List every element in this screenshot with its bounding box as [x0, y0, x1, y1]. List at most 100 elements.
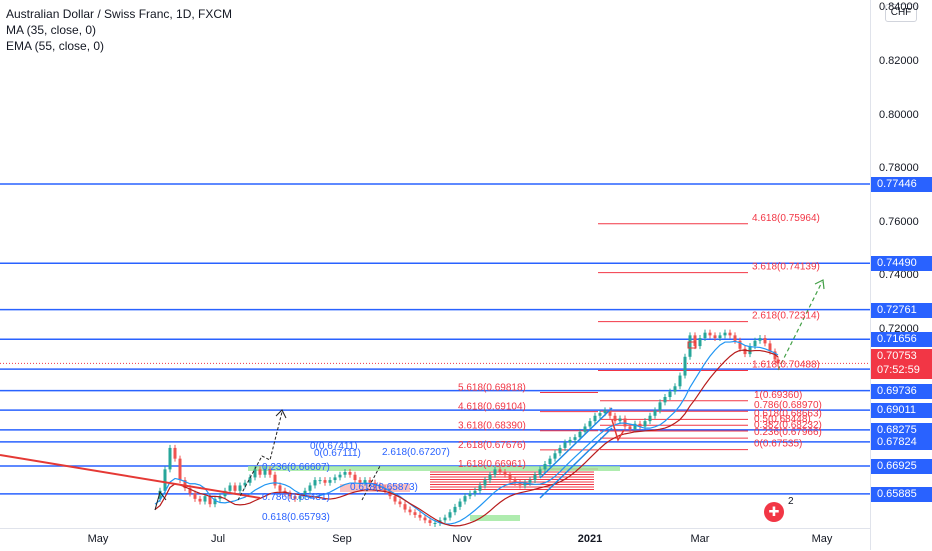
fib-level-label: 2.618(0.72314) — [752, 311, 820, 322]
candle-body — [728, 332, 732, 336]
arrow-head-icon — [275, 409, 287, 419]
candle-body — [163, 469, 167, 491]
candle-body — [633, 423, 637, 430]
candle-body — [538, 469, 542, 475]
candle-body — [703, 332, 707, 339]
projection-arrow[interactable] — [361, 465, 381, 501]
candle-body — [393, 496, 397, 502]
swiss-flag-icon: ✚ — [768, 504, 780, 519]
candle-body — [273, 474, 277, 486]
candle-body — [618, 418, 622, 422]
hline-price-badge: 0.69011 — [871, 403, 932, 419]
candle-body — [418, 514, 422, 518]
candle-body — [328, 480, 332, 483]
candle-body — [513, 480, 517, 483]
fib-level-label: 1(0.69360) — [754, 390, 802, 401]
candle-body — [333, 477, 337, 481]
candle-body — [343, 472, 347, 475]
zone-highlight[interactable] — [248, 466, 620, 471]
candle-body — [578, 431, 582, 438]
candle-body — [776, 359, 780, 364]
fib-level-label: 1.618(0.70488) — [752, 360, 820, 371]
fib-level-label: 5.618(0.69818) — [458, 382, 526, 393]
channel-line[interactable] — [539, 407, 613, 479]
chart-pane[interactable]: 4.618(0.75964) 3.618(0.74139) 2.618(0.7231… — [0, 0, 870, 528]
candle-body — [313, 480, 317, 486]
candle-body — [248, 477, 252, 483]
candle-body — [723, 332, 727, 336]
price-axis[interactable]: CHF 0.84000 0.82000 0.80000 0.78000 0.76000 0… — [870, 0, 932, 550]
candle-body — [583, 426, 587, 432]
price-tick: 0.76000 — [879, 215, 919, 228]
price-tick: 0.84000 — [879, 1, 919, 14]
candle-body — [263, 469, 267, 475]
hline-price-badge: 0.69736 — [871, 383, 932, 399]
marker-box[interactable] — [687, 341, 697, 349]
candle-body — [308, 485, 312, 491]
zone-highlight[interactable] — [470, 515, 520, 521]
candle-body — [738, 340, 742, 349]
fib-level-label: 3.618(0.74139) — [752, 262, 820, 273]
candle-body — [433, 522, 437, 524]
candle-body — [238, 485, 242, 491]
projection-arrow[interactable] — [777, 281, 823, 371]
trend-line[interactable] — [0, 454, 261, 499]
candle-body — [763, 338, 767, 344]
candle-body — [298, 496, 302, 499]
candle-body — [368, 480, 372, 483]
time-tick: May — [811, 533, 833, 545]
drawings-layer — [0, 279, 825, 511]
ema-indicator-label[interactable]: EMA (55, close, 0) — [6, 39, 105, 53]
fib-level-label: 0.618(0.68663) — [754, 408, 822, 419]
candle-body — [663, 397, 667, 403]
candle-body — [378, 485, 382, 489]
candle-body — [773, 351, 777, 360]
price-tick: 0.82000 — [879, 55, 919, 67]
candle-body — [528, 480, 532, 483]
candle-body — [553, 453, 557, 459]
fib-level-label: 0.236(0.67966) — [754, 427, 822, 438]
candle-body — [478, 485, 482, 491]
projection-arrow[interactable] — [237, 411, 283, 501]
candle-body — [158, 490, 162, 499]
candle-body — [293, 496, 297, 499]
fib-level-label: 4.618(0.69104) — [458, 402, 526, 413]
candle-body — [428, 520, 432, 523]
fib-level-label: 0.786(0.65431) — [262, 492, 330, 503]
candle-body — [668, 391, 672, 397]
ma-line[interactable] — [154, 340, 779, 525]
fib-level-label: 1.618(0.66961) — [458, 459, 526, 470]
candle-body — [353, 474, 357, 481]
candle-body — [458, 501, 462, 507]
currency-button[interactable]: CHF — [885, 4, 917, 22]
candle-body — [698, 338, 702, 347]
candle-body — [348, 472, 352, 475]
candle-body — [468, 493, 472, 497]
candle-body — [748, 346, 752, 355]
candle-body — [253, 469, 257, 478]
projection-arrow[interactable] — [154, 490, 167, 511]
candle-body — [573, 437, 577, 440]
projection-arrow[interactable] — [611, 419, 625, 442]
price-chart[interactable]: 4.618(0.75964) 3.618(0.74139) 2.618(0.7231… — [0, 0, 870, 528]
time-axis[interactable]: May Jul Sep Nov 2021 Mar May — [0, 528, 870, 551]
price-tick: 0.72000 — [879, 323, 919, 335]
ma-indicator-label[interactable]: MA (35, close, 0) — [6, 23, 97, 37]
candle-body — [243, 482, 247, 486]
fib-level-label: 0.786(0.68970) — [754, 400, 822, 411]
candle-body — [268, 469, 272, 475]
candles-layer — [158, 329, 780, 527]
candle-body — [508, 474, 512, 481]
candle-body — [673, 386, 677, 392]
time-tick: 2021 — [577, 533, 603, 545]
symbol-title[interactable]: Australian Dollar / Swiss Franc, 1D, FXC… — [6, 7, 233, 21]
current-price: 0.70753 — [877, 350, 917, 363]
time-tick: May — [87, 533, 109, 545]
price-tick: 0.78000 — [879, 162, 919, 175]
channel-line[interactable] — [539, 427, 613, 499]
candle-body — [743, 348, 747, 355]
fib-level-label: 0.618(0.65793) — [262, 512, 330, 523]
alert-badge[interactable]: ✚ — [764, 502, 784, 522]
fib-level-label: 2.618(0.67207) — [382, 447, 450, 458]
candle-body — [258, 469, 262, 475]
